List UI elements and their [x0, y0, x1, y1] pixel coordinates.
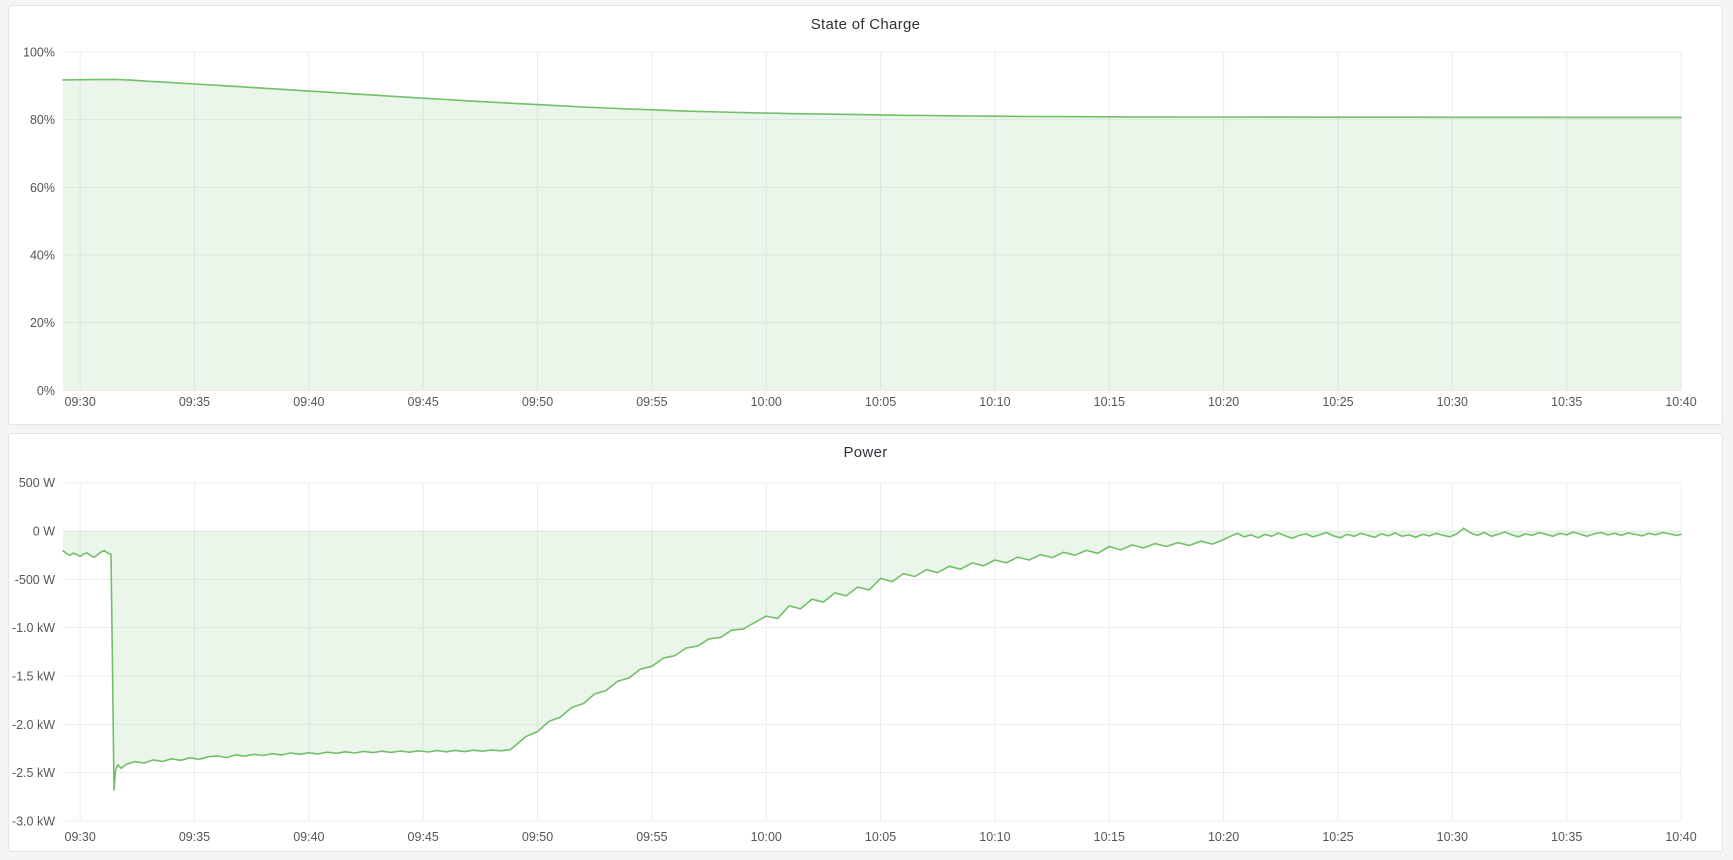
x-axis-tick-label: 10:35 [1551, 830, 1582, 844]
x-axis-tick-label: 09:30 [65, 395, 96, 409]
x-axis-tick-label: 10:05 [865, 395, 896, 409]
soc-chart-canvas[interactable]: 100% 80% 60% 40% 20% 0% 09:30 09:35 09:40 09:45 09… [9, 6, 1722, 424]
x-axis-tick-label: 10:25 [1322, 830, 1353, 844]
panel-title-state-of-charge[interactable]: State of Charge [805, 15, 927, 34]
x-axis-tick-label: 10:15 [1094, 830, 1125, 844]
x-axis-tick-label: 10:30 [1437, 395, 1468, 409]
x-axis-tick-label: 10:10 [979, 395, 1010, 409]
x-axis-tick-label: 09:40 [293, 395, 324, 409]
x-axis-tick-label: 09:30 [65, 830, 96, 844]
x-axis-tick-label: 10:20 [1208, 395, 1239, 409]
series-area [63, 528, 1681, 791]
x-axis-tick-label: 09:40 [293, 830, 324, 844]
x-axis-tick-label: 09:50 [522, 830, 553, 844]
panel-state-of-charge: State of Charge 100% 80% 60% 40% 20% 0% 09:30 0… [8, 5, 1723, 425]
y-axis-tick-label: -1.0 kW [12, 621, 55, 635]
x-axis-tick-label: 10:40 [1665, 830, 1696, 844]
x-axis-tick-label: 09:35 [179, 395, 210, 409]
gridlines [63, 482, 1682, 822]
y-axis-tick-label: -500 W [15, 573, 55, 587]
x-axis-tick-label: 09:45 [408, 830, 439, 844]
x-axis-tick-label: 09:35 [179, 830, 210, 844]
x-axis-tick-label: 10:05 [865, 830, 896, 844]
y-axis-tick-label: 100% [23, 46, 55, 60]
panel-power: Power 500 W 0 W -500 W -1.0 kW -1.5 kW -2.0 k… [8, 433, 1723, 852]
y-axis-tick-label: -1.5 kW [12, 670, 55, 684]
x-axis-tick-label: 10:10 [979, 830, 1010, 844]
x-axis-tick-label: 10:00 [751, 830, 782, 844]
x-axis-tick-label: 09:55 [636, 830, 667, 844]
x-axis-tick-label: 09:50 [522, 395, 553, 409]
y-axis-tick-label: 60% [30, 181, 55, 195]
x-axis-tick-label: 10:40 [1665, 395, 1696, 409]
y-axis-tick-label: -2.5 kW [12, 766, 55, 780]
x-axis-tick-label: 09:45 [408, 395, 439, 409]
panel-header: State of Charge [9, 12, 1722, 36]
axis-labels: 500 W 0 W -500 W -1.0 kW -1.5 kW -2.0 kW -2.5 … [12, 476, 1697, 844]
y-axis-tick-label: 500 W [19, 476, 55, 490]
series-line [62, 527, 1682, 791]
series-area [63, 79, 1681, 391]
series-line [62, 78, 1682, 119]
x-axis-tick-label: 10:25 [1322, 395, 1353, 409]
x-axis-tick-label: 10:20 [1208, 830, 1239, 844]
y-axis-tick-label: 20% [30, 316, 55, 330]
x-axis-tick-label: 10:15 [1094, 395, 1125, 409]
gridlines [63, 51, 1682, 391]
panel-title-power[interactable]: Power [837, 443, 893, 462]
y-axis-tick-label: -2.0 kW [12, 718, 55, 732]
y-axis-tick-label: 0% [37, 384, 55, 398]
y-axis-tick-label: 0 W [33, 525, 55, 539]
y-axis-tick-label: 80% [30, 113, 55, 127]
power-chart-canvas[interactable]: 500 W 0 W -500 W -1.0 kW -1.5 kW -2.0 kW -2.5 … [9, 434, 1722, 851]
axis-labels: 100% 80% 60% 40% 20% 0% 09:30 09:35 09:40 09:45 09… [23, 46, 1697, 410]
x-axis-tick-label: 10:35 [1551, 395, 1582, 409]
x-axis-tick-label: 09:55 [636, 395, 667, 409]
panel-header: Power [9, 440, 1722, 464]
y-axis-tick-label: 40% [30, 248, 55, 262]
x-axis-tick-label: 10:00 [751, 395, 782, 409]
x-axis-tick-label: 10:30 [1437, 830, 1468, 844]
y-axis-tick-label: -3.0 kW [12, 815, 55, 829]
